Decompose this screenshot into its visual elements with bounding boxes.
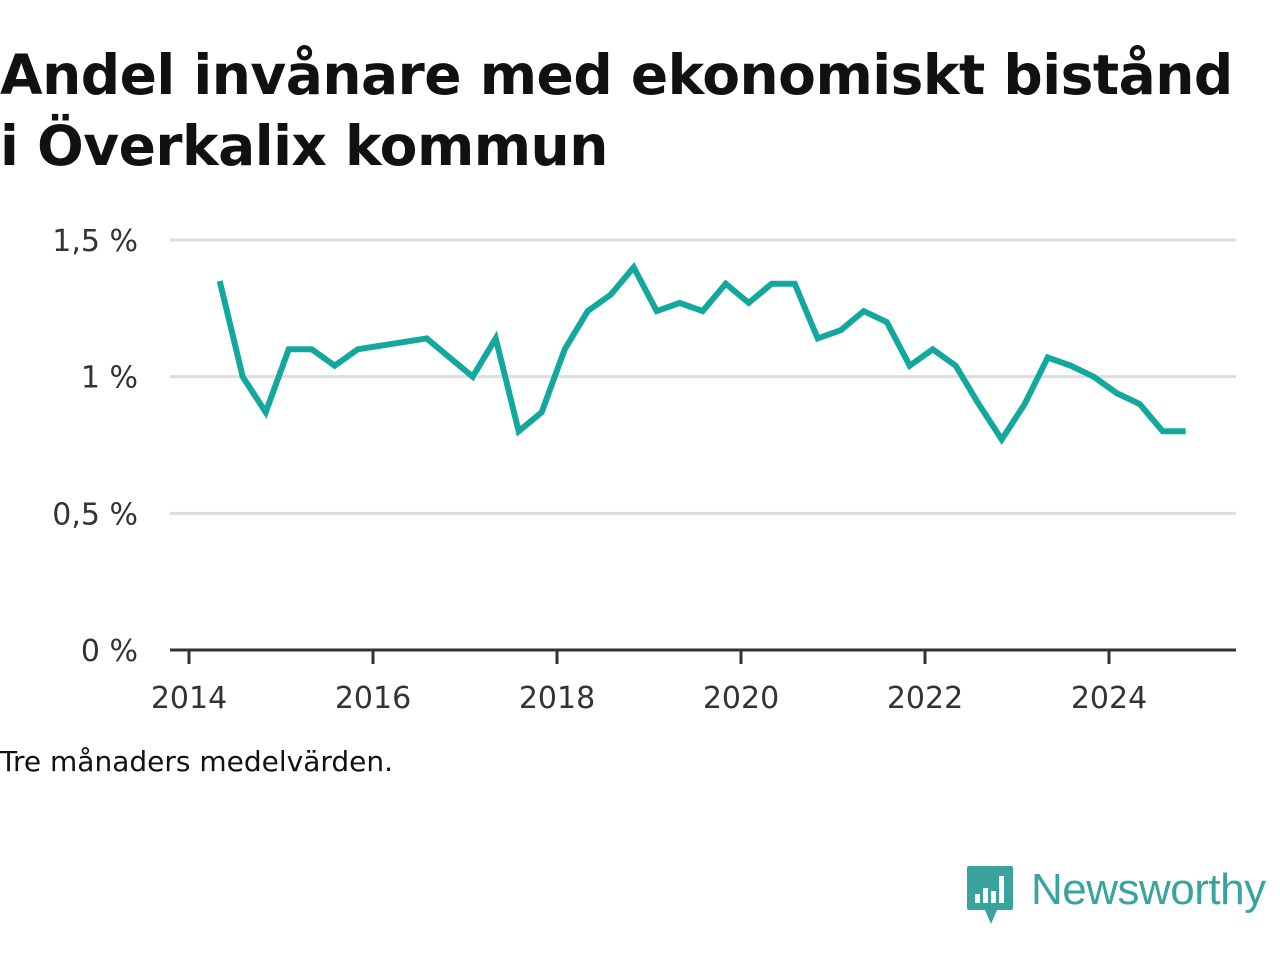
- grid-lines: [170, 238, 1236, 515]
- x-tick-label: 2022: [887, 681, 963, 716]
- x-tick-label: 2018: [519, 681, 595, 716]
- x-axis-tick-labels: 2014 2016 2018 2020 2022 2024: [151, 681, 1147, 716]
- series-layer: [216, 261, 1186, 446]
- x-tick-label: 2020: [703, 681, 779, 716]
- y-tick-label: 0 %: [81, 634, 138, 669]
- chart-caption: Tre månaders medelvärden.: [0, 745, 394, 778]
- y-axis-tick-labels: 0 % 0,5 % 1 % 1,5 %: [52, 224, 138, 669]
- y-tick-label: 1,5 %: [52, 224, 138, 259]
- y-tick-label: 0,5 %: [52, 497, 138, 532]
- y-tick-label: 1 %: [81, 361, 138, 396]
- series-line: [216, 261, 1186, 446]
- x-axis-ticks: [187, 650, 1111, 664]
- x-tick-label: 2014: [151, 681, 227, 716]
- newsworthy-logo-icon: [967, 866, 1013, 924]
- chart-title: Andel invånare med ekonomiskt bistånd i …: [0, 43, 1233, 178]
- x-tick-label: 2016: [335, 681, 411, 716]
- brand-name: Newsworthy: [1031, 865, 1266, 914]
- x-tick-label: 2024: [1071, 681, 1147, 716]
- brand-logo: Newsworthy: [965, 862, 1277, 926]
